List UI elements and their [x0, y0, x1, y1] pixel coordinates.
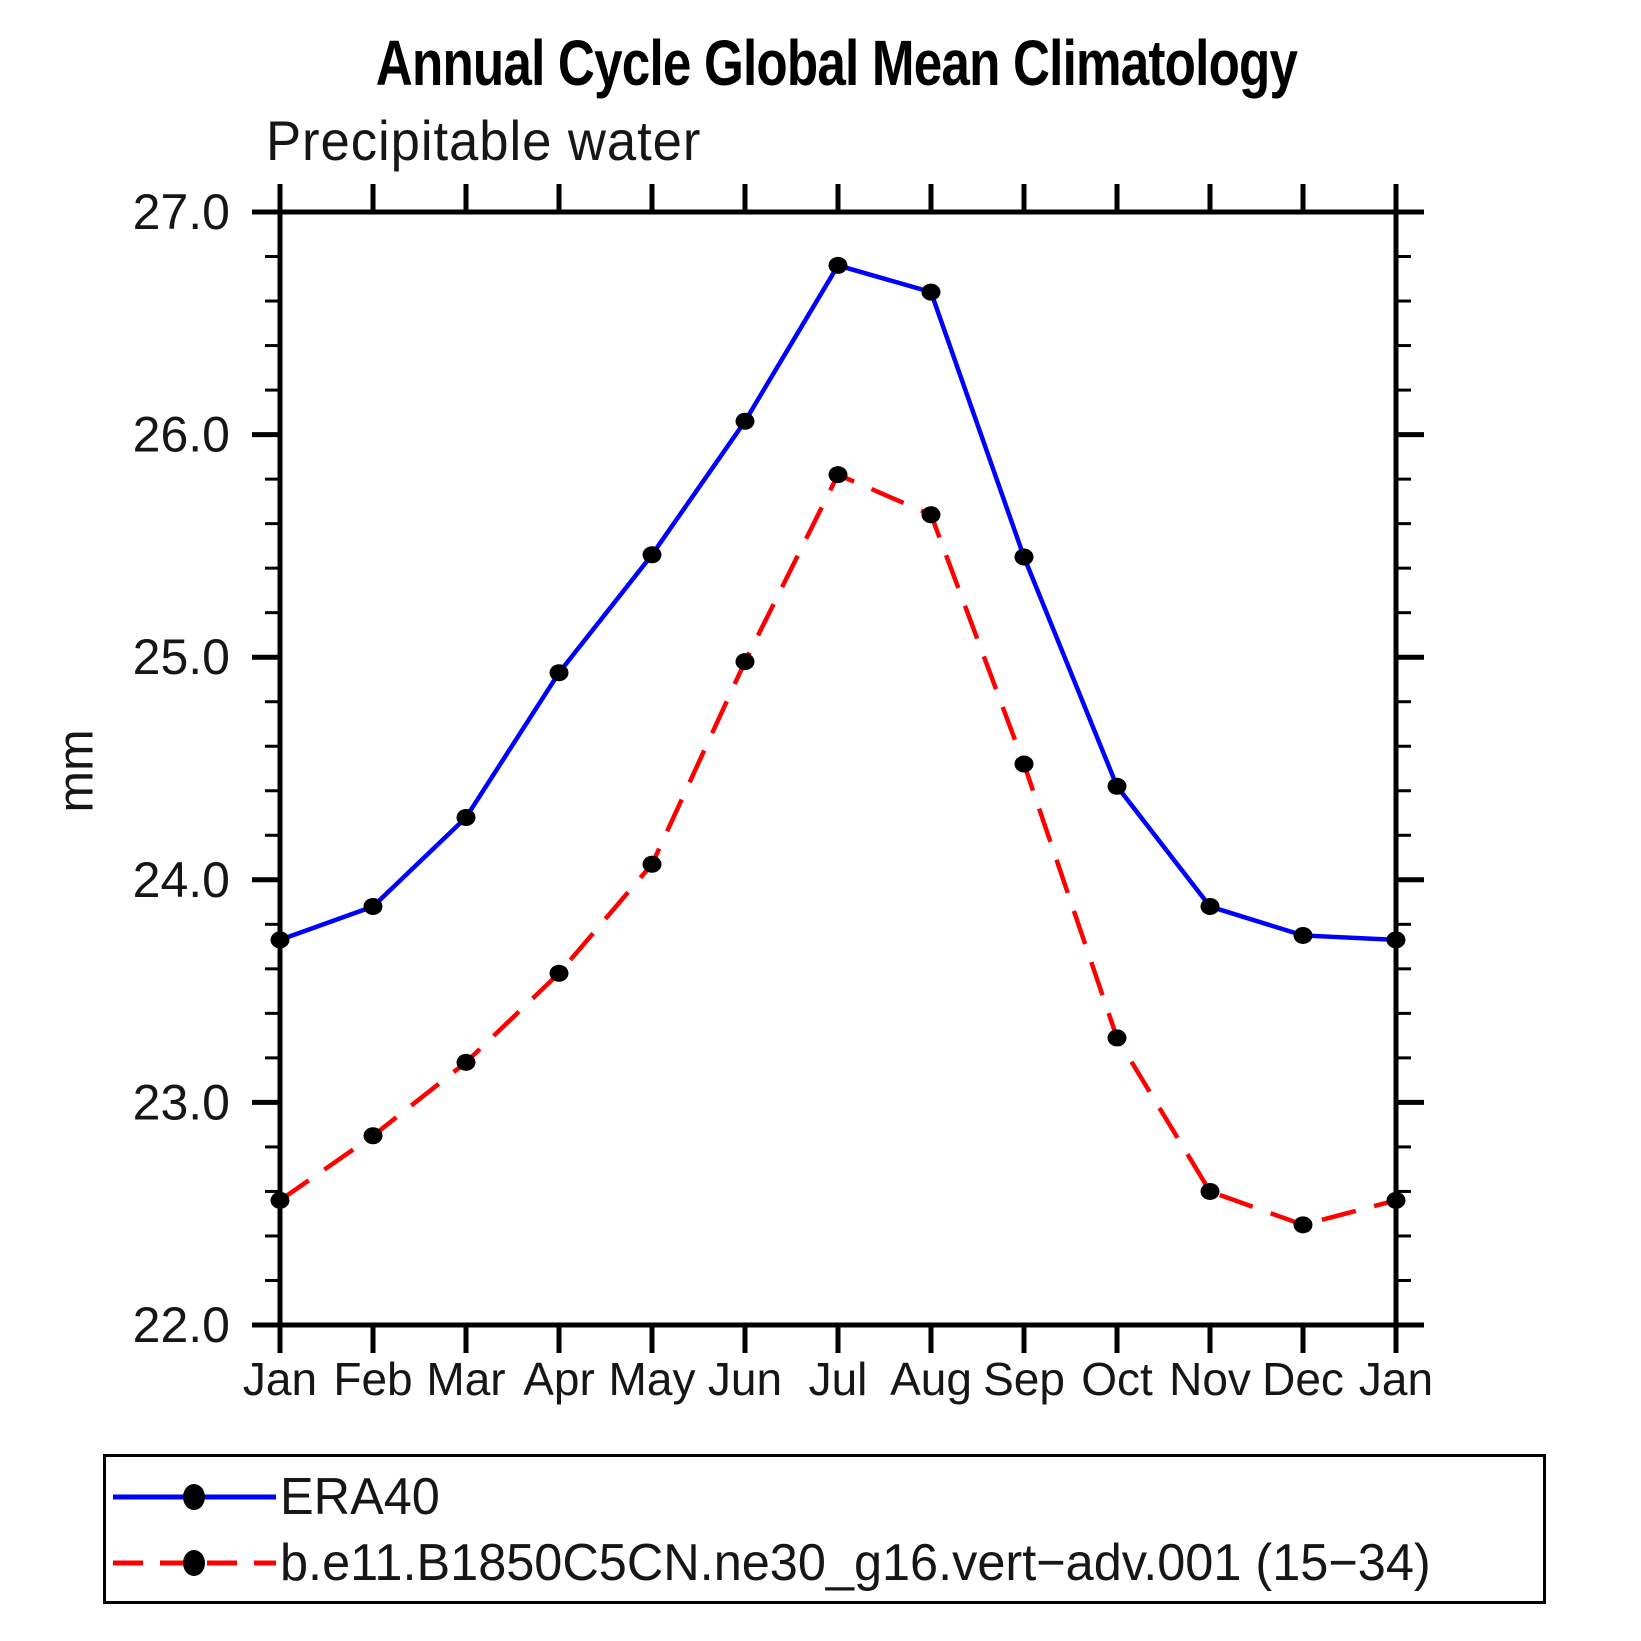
x-tick-label: Dec	[1262, 1353, 1344, 1405]
legend-row-model: b.e11.B1850C5CN.ne30_g16.vert−adv.001 (1…	[106, 1533, 1543, 1593]
legend-label-model: b.e11.B1850C5CN.ne30_g16.vert−adv.001 (1…	[280, 1534, 1431, 1592]
x-tick-label: Sep	[983, 1353, 1065, 1405]
x-tick-label: Jul	[809, 1353, 868, 1405]
x-tick-label: Aug	[890, 1353, 972, 1405]
data-point-marker	[921, 283, 941, 301]
legend-label-era40: ERA40	[280, 1468, 440, 1526]
x-tick-label: Jan	[1359, 1353, 1433, 1405]
legend-box: ERA40 b.e11.B1850C5CN.ne30_g16.vert−adv.…	[103, 1454, 1546, 1604]
legend-sample-marker	[183, 1484, 205, 1510]
series-line-1	[278, 471, 1397, 1228]
data-point-marker	[1293, 926, 1313, 944]
data-point-marker	[1107, 1029, 1127, 1047]
y-tick-label: 23.0	[133, 1074, 230, 1130]
x-tick-label: Nov	[1169, 1353, 1251, 1405]
data-point-marker	[549, 664, 569, 682]
x-tick-label: Jun	[708, 1353, 782, 1405]
data-point-marker	[363, 1127, 383, 1145]
data-point-marker	[363, 898, 383, 916]
x-tick-label: Feb	[333, 1353, 412, 1405]
data-point-marker	[1386, 931, 1406, 949]
data-point-marker	[1200, 1182, 1220, 1200]
legend-sample-era40	[113, 1484, 276, 1510]
data-point-marker	[1293, 1216, 1313, 1234]
data-point-marker	[270, 1191, 290, 1209]
data-point-marker	[456, 1053, 476, 1071]
x-tick-label: Apr	[523, 1353, 595, 1405]
y-tick-label: 25.0	[133, 629, 230, 685]
x-tick-label: Oct	[1081, 1353, 1153, 1405]
data-point-marker	[1107, 777, 1127, 795]
data-point-marker	[1014, 755, 1034, 773]
data-point-marker	[549, 964, 569, 982]
data-point-marker	[642, 546, 662, 564]
plot-frame	[277, 209, 1399, 1328]
y-tick-label: 26.0	[133, 407, 230, 463]
data-point-marker	[735, 653, 755, 671]
legend-row-era40: ERA40	[106, 1467, 1543, 1527]
series-line-0	[279, 262, 1397, 943]
data-point-marker	[828, 466, 848, 484]
x-tick-label: Jan	[243, 1353, 317, 1405]
data-point-marker	[270, 931, 290, 949]
legend-sample-model	[113, 1550, 276, 1576]
y-tick-label: 22.0	[133, 1297, 230, 1353]
x-tick-label: Mar	[426, 1353, 505, 1405]
y-tick-label: 24.0	[133, 852, 230, 908]
legend-sample-marker	[183, 1550, 205, 1576]
chart-title: Annual Cycle Global Mean Climatology	[375, 27, 1298, 99]
x-tick-label: May	[609, 1353, 696, 1405]
data-point-marker	[642, 855, 662, 873]
chart-subtitle: Precipitable water	[266, 109, 702, 172]
data-point-marker	[828, 256, 848, 274]
y-tick-label: 27.0	[133, 184, 230, 240]
data-point-marker	[1386, 1191, 1406, 1209]
data-point-marker	[1014, 548, 1034, 566]
data-point-marker	[456, 808, 476, 826]
data-point-marker	[735, 412, 755, 430]
data-point-marker	[921, 506, 941, 524]
data-point-marker	[1200, 898, 1220, 916]
